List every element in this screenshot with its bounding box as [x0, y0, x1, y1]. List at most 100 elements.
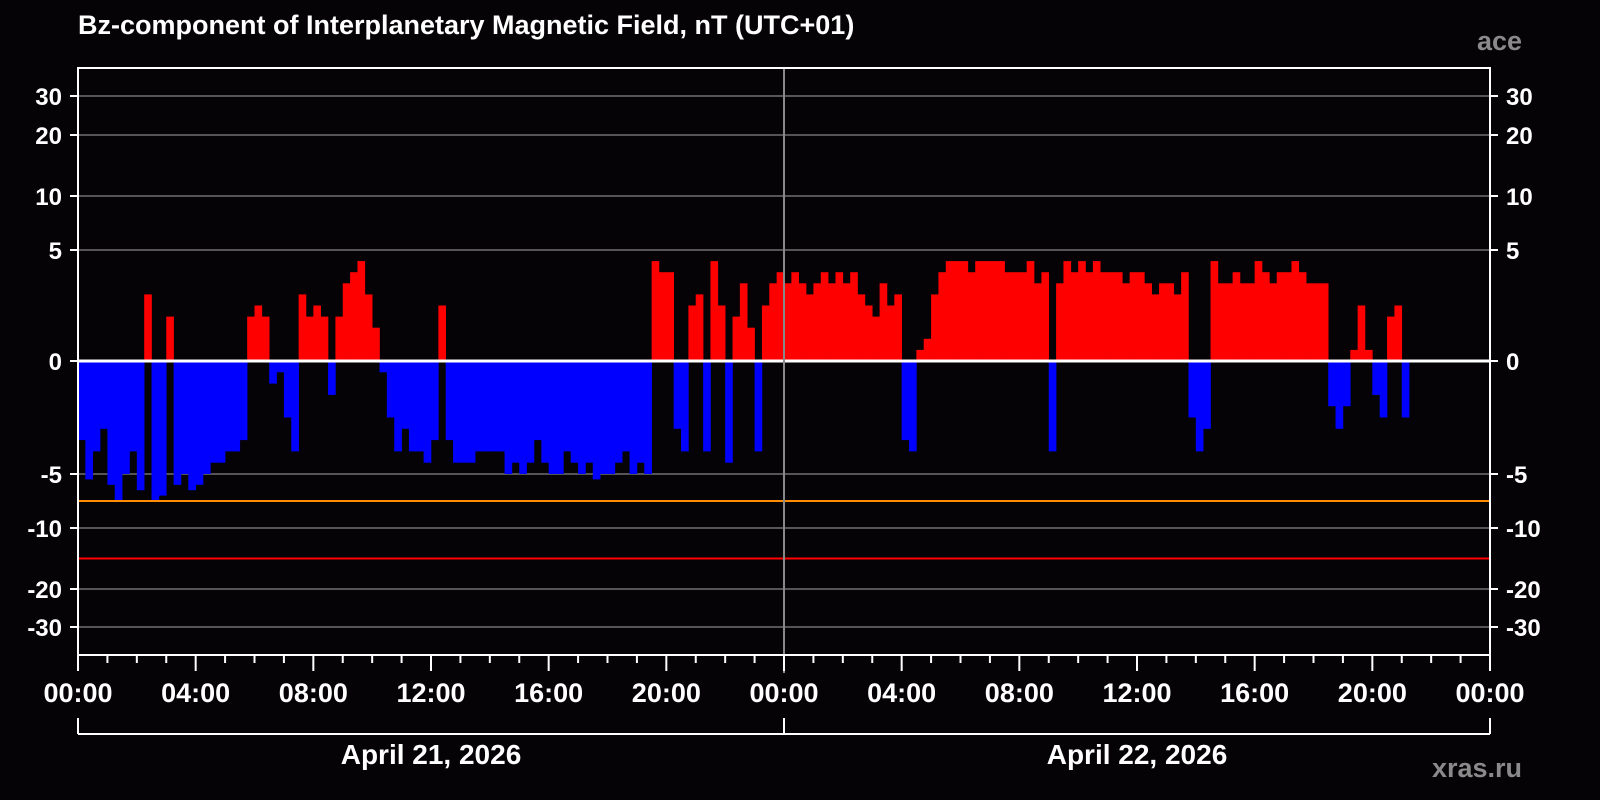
bar-negative	[497, 361, 505, 452]
bar-positive	[305, 316, 314, 361]
bar-positive	[1298, 272, 1307, 361]
bar-negative	[636, 361, 645, 463]
bar-positive	[688, 305, 697, 361]
bar-positive	[1284, 272, 1292, 361]
y-tick-label-right: 10	[1506, 184, 1533, 211]
bar-positive	[975, 261, 983, 361]
bar-negative	[431, 361, 439, 441]
bar-positive	[350, 272, 358, 361]
y-tick-label-right: 0	[1506, 349, 1519, 376]
bar-negative	[195, 361, 204, 485]
bar-positive	[1159, 283, 1167, 361]
bar-positive	[953, 261, 961, 361]
bar-positive	[1041, 272, 1050, 361]
bar-negative	[1203, 361, 1211, 429]
bar-negative	[541, 361, 549, 463]
bar-positive	[1151, 294, 1160, 361]
bar-negative	[504, 361, 513, 474]
bar-positive	[1387, 316, 1395, 361]
bar-positive	[761, 305, 770, 361]
bar-negative	[239, 361, 248, 441]
bar-negative	[1342, 361, 1351, 407]
bar-negative	[526, 361, 535, 463]
bar-negative	[328, 361, 336, 395]
bar-positive	[1166, 283, 1175, 361]
bz-bars	[78, 261, 1410, 501]
bar-positive	[1085, 272, 1094, 361]
x-tick-label: 00:00	[43, 678, 112, 708]
y-tick-label-right: -20	[1506, 577, 1541, 604]
bar-negative	[570, 361, 579, 463]
bar-positive	[1056, 283, 1064, 361]
chart-title: Bz-component of Interplanetary Magnetic …	[78, 10, 855, 40]
bar-negative	[703, 361, 711, 452]
bar-positive	[658, 272, 667, 361]
bar-negative	[85, 361, 94, 480]
bar-positive	[1114, 272, 1123, 361]
bar-positive	[1217, 283, 1226, 361]
bar-negative	[386, 361, 395, 418]
bar-positive	[1092, 261, 1101, 361]
bar-positive	[997, 261, 1005, 361]
bar-positive	[1276, 272, 1285, 361]
bar-negative	[276, 361, 285, 373]
bar-positive	[364, 294, 373, 361]
bar-positive	[1269, 283, 1278, 361]
bar-positive	[1144, 283, 1153, 361]
bar-positive	[1181, 272, 1189, 361]
y-tick-label-right: 20	[1506, 123, 1533, 150]
bar-positive	[931, 294, 939, 361]
bar-positive	[945, 261, 954, 361]
bar-positive	[776, 272, 785, 361]
x-tick-label: 00:00	[749, 678, 818, 708]
bar-negative	[217, 361, 226, 463]
date-label: April 21, 2026	[341, 739, 522, 770]
bar-positive	[372, 327, 380, 361]
bar-negative	[269, 361, 277, 384]
bar-positive	[1350, 349, 1358, 361]
x-tick-label: 04:00	[161, 678, 230, 708]
bar-positive	[313, 305, 321, 361]
bar-negative	[445, 361, 454, 441]
bar-positive	[879, 283, 888, 361]
bar-negative	[519, 361, 527, 474]
bar-negative	[416, 361, 424, 452]
bar-positive	[247, 316, 255, 361]
y-tick-label-right: -10	[1506, 516, 1541, 543]
bar-negative	[283, 361, 292, 418]
bar-positive	[1100, 272, 1108, 361]
y-tick-label-right: -5	[1506, 462, 1527, 489]
y-tick-label-right: 5	[1506, 238, 1519, 265]
bar-positive	[1232, 272, 1241, 361]
bar-negative	[622, 361, 630, 452]
bar-positive	[1019, 272, 1027, 361]
bar-negative	[114, 361, 123, 501]
bar-negative	[607, 361, 616, 474]
bar-positive	[1291, 261, 1300, 361]
bar-positive	[298, 294, 307, 361]
bar-positive	[1078, 261, 1086, 361]
bar-negative	[1401, 361, 1410, 418]
axes: 30 30 20 20 10 10 5 5 0 0 -5 -5 -10 -10 -20 -20 -30 -30 00…	[27, 67, 1541, 770]
x-tick-label: 04:00	[867, 678, 936, 708]
x-tick-label: 20:00	[632, 678, 701, 708]
bar-positive	[864, 305, 873, 361]
bar-positive	[1239, 283, 1248, 361]
bar-negative	[129, 361, 138, 452]
bar-positive	[828, 283, 836, 361]
bar-positive	[1070, 272, 1079, 361]
bar-negative	[460, 361, 469, 463]
bar-negative	[1379, 361, 1388, 418]
bar-positive	[1137, 272, 1145, 361]
bar-negative	[592, 361, 601, 480]
bar-negative	[173, 361, 182, 485]
bar-positive	[144, 294, 152, 361]
y-tick-label-left: 30	[35, 84, 62, 111]
bar-positive	[1004, 272, 1013, 361]
x-tick-label: 00:00	[1455, 678, 1524, 708]
bar-positive	[438, 305, 447, 361]
y-tick-label-right: -30	[1506, 615, 1541, 642]
bar-positive	[798, 283, 807, 361]
bar-positive	[357, 261, 366, 361]
bar-positive	[1254, 261, 1263, 361]
